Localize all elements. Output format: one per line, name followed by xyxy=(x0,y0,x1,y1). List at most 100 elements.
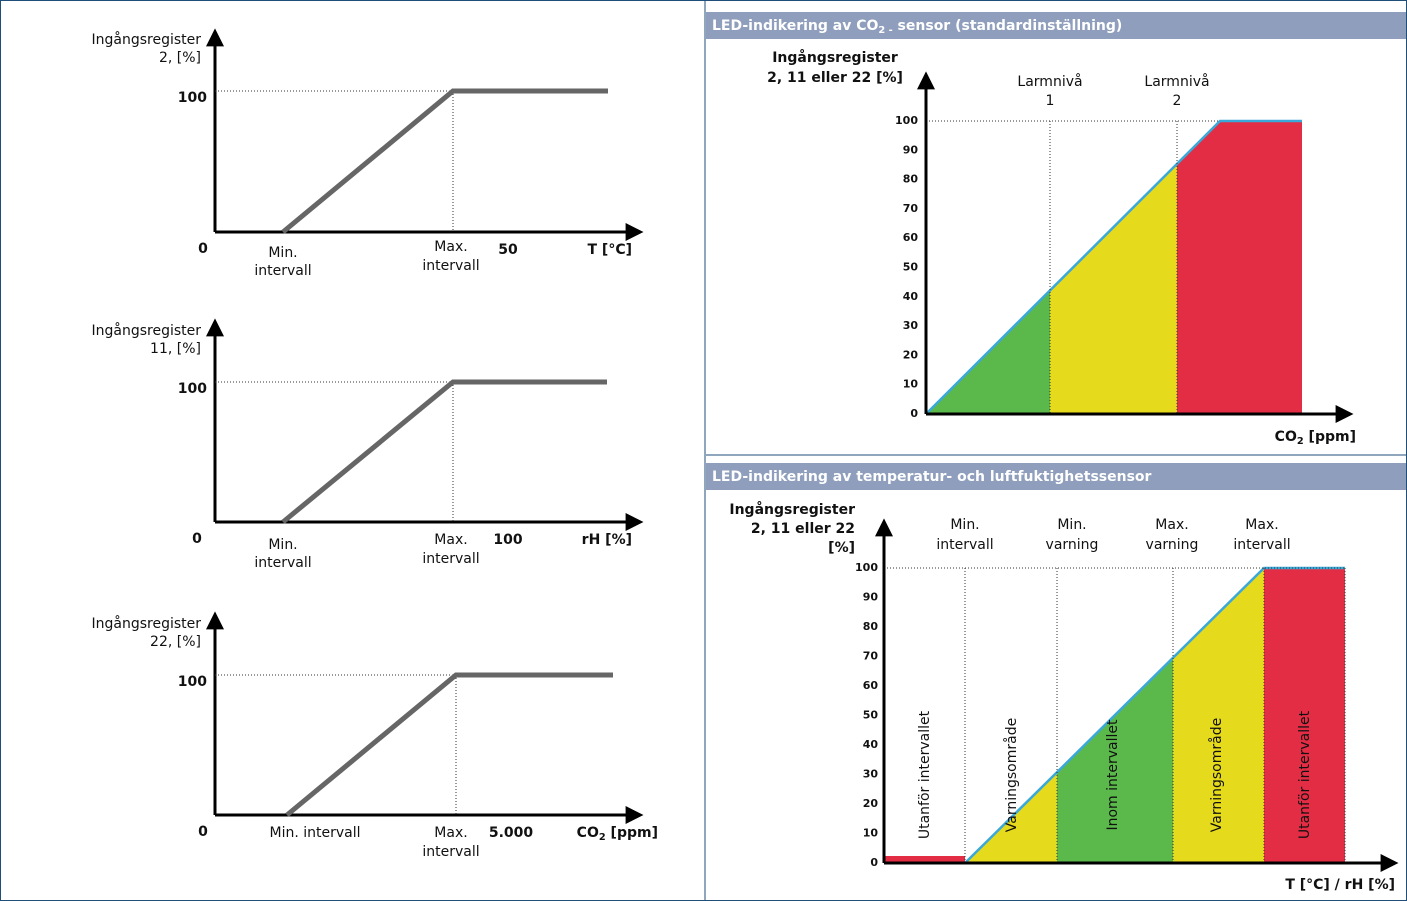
y-tick-label: 10 xyxy=(863,827,879,840)
x-unit-part: T [°C] xyxy=(588,242,633,258)
level-label: 100 xyxy=(178,674,207,690)
max-label: Max. xyxy=(434,239,467,255)
limit-label: varning xyxy=(1046,537,1099,553)
x-unit: CO2 [ppm] xyxy=(577,825,658,843)
y-label: 22, [%] xyxy=(150,634,201,650)
signal-line xyxy=(925,119,1302,415)
signal-line xyxy=(285,672,613,817)
origin-label: 0 xyxy=(198,241,208,257)
level-label: 2 xyxy=(1173,93,1182,109)
y-label: Ingångsregister xyxy=(91,615,201,632)
zone-label: Utanför intervallet xyxy=(917,710,933,839)
limit-label: varning xyxy=(1146,537,1199,553)
zone-yellow xyxy=(1050,163,1177,414)
x-unit: T [°C] xyxy=(588,242,633,258)
zone-label: Inom intervallet xyxy=(1105,719,1121,831)
y-tick-label: 0 xyxy=(910,407,918,420)
signal-line xyxy=(281,379,607,524)
x-value-label: 100 xyxy=(493,532,522,548)
y-label: Ingångsregister xyxy=(772,49,898,66)
x-unit: rH [%] xyxy=(582,532,632,548)
limit-label: intervall xyxy=(1233,537,1290,553)
panel-title-part: 2 - xyxy=(878,25,892,36)
y-tick-label: 10 xyxy=(903,378,919,391)
zone-label: Varningsområde xyxy=(1003,718,1020,832)
y-tick-label: 100 xyxy=(895,114,918,127)
y-label: 11, [%] xyxy=(150,341,201,357)
panel-title-part: LED-indikering av temperatur- och luftfu… xyxy=(712,469,1152,485)
max-label: Max. xyxy=(434,532,467,548)
y-tick-label: 80 xyxy=(863,620,879,633)
level-label: Larmnivå xyxy=(1017,73,1082,90)
zone-yellow xyxy=(1173,568,1264,863)
min-label: intervall xyxy=(254,263,311,279)
y-label: 2, 11 eller 22 [%] xyxy=(767,70,903,86)
origin-label: 0 xyxy=(192,531,202,547)
y-tick-label: 30 xyxy=(863,768,879,781)
level-label: Larmnivå xyxy=(1144,73,1209,90)
x-unit-part: CO xyxy=(1275,429,1297,445)
x-unit-part: T [°C] / rH [%] xyxy=(1285,877,1395,893)
y-tick-label: 60 xyxy=(863,679,879,692)
y-tick-label: 70 xyxy=(903,202,919,215)
limit-label: Max. xyxy=(1245,517,1278,533)
x-unit: T [°C] / rH [%] xyxy=(1285,877,1395,893)
panel-title: LED-indikering av temperatur- och luftfu… xyxy=(712,469,1152,485)
limit-label: Min. xyxy=(1057,517,1086,533)
origin-label: 0 xyxy=(198,824,208,840)
y-tick-label: 20 xyxy=(903,348,919,361)
limit-label: Max. xyxy=(1155,517,1188,533)
max-label: intervall xyxy=(422,551,479,567)
y-tick-label: 30 xyxy=(903,319,919,332)
x-value-label: 50 xyxy=(498,242,518,258)
min-label: Min. xyxy=(268,245,297,261)
zone-label: Varningsområde xyxy=(1208,718,1225,832)
x-unit-part: [ppm] xyxy=(606,825,658,841)
max-label: intervall xyxy=(422,258,479,274)
x-value-label: 5.000 xyxy=(489,825,534,841)
y-tick-label: 100 xyxy=(855,561,878,574)
y-tick-label: 40 xyxy=(863,738,879,751)
header-bar xyxy=(706,12,1406,39)
x-unit-part: 2 xyxy=(1297,436,1304,447)
y-label: 2, [%] xyxy=(159,50,201,66)
x-unit-part: CO xyxy=(577,825,599,841)
y-tick-label: 50 xyxy=(903,261,919,274)
y-label: Ingångsregister xyxy=(91,31,201,48)
panel-title-part: LED-indikering av CO xyxy=(712,18,878,34)
x-unit-part: rH [%] xyxy=(582,532,632,548)
y-label: Ingångsregister xyxy=(729,501,855,518)
y-label: [%] xyxy=(828,540,855,556)
min-label: intervall xyxy=(254,555,311,571)
limit-label: Min. xyxy=(950,517,979,533)
y-tick-label: 90 xyxy=(903,143,919,156)
y-tick-label: 80 xyxy=(903,173,919,186)
limit-label: intervall xyxy=(936,537,993,553)
y-tick-label: 20 xyxy=(863,797,879,810)
y-label: Ingångsregister xyxy=(91,322,201,339)
y-tick-label: 50 xyxy=(863,709,879,722)
y-tick-label: 0 xyxy=(870,856,878,869)
level-label: 100 xyxy=(178,90,207,106)
zone-red xyxy=(1264,568,1345,863)
header-bar xyxy=(706,463,1406,490)
zone-red xyxy=(1177,121,1302,414)
max-label: intervall xyxy=(422,844,479,860)
min-label: Min. xyxy=(268,537,297,553)
zone-label: Utanför intervallet xyxy=(1297,710,1313,839)
y-tick-label: 70 xyxy=(863,650,879,663)
level-label: 1 xyxy=(1046,93,1055,109)
panel-title: LED-indikering av CO2 - sensor (standard… xyxy=(712,18,1122,36)
y-label: 2, 11 eller 22 xyxy=(751,521,855,537)
max-label: Max. xyxy=(434,825,467,841)
y-tick-label: 40 xyxy=(903,290,919,303)
signal-line xyxy=(281,88,608,234)
zone-red xyxy=(884,856,965,863)
y-tick-label: 60 xyxy=(903,231,919,244)
x-unit-part: 2 xyxy=(599,832,606,843)
x-unit-part: [ppm] xyxy=(1304,429,1356,445)
zone-green xyxy=(1057,657,1173,863)
y-tick-label: 90 xyxy=(863,591,879,604)
level-label: 100 xyxy=(178,381,207,397)
